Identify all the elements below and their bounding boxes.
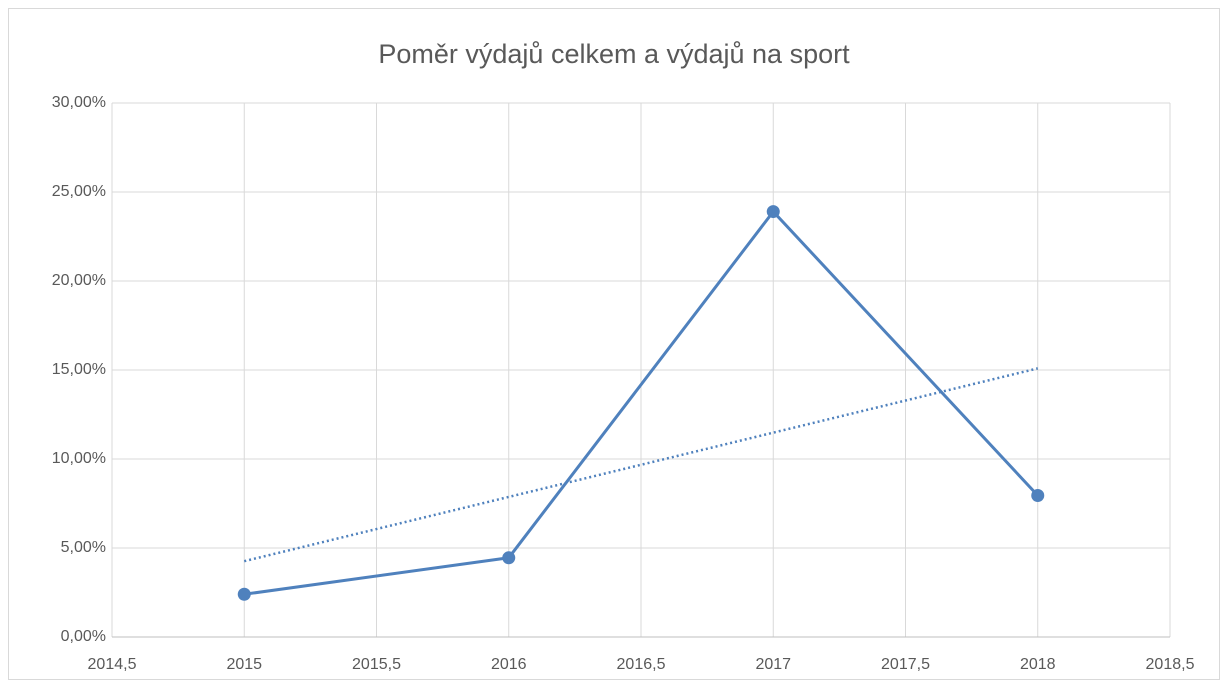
chart-title: Poměr výdajů celkem a výdajů na sport [378, 39, 850, 69]
x-tick-label: 2016,5 [617, 656, 666, 673]
y-tick-label: 30,00% [52, 94, 106, 111]
y-tick-label: 0,00% [61, 628, 106, 645]
chart-border [8, 8, 1220, 680]
trendline [243, 367, 1039, 563]
series-line [244, 209, 1039, 596]
x-tick-label: 2017,5 [881, 656, 930, 673]
y-tick-label: 5,00% [61, 539, 106, 556]
x-tick-label: 2018 [1020, 656, 1056, 673]
y-tick-label: 20,00% [52, 272, 106, 289]
data-point [1031, 488, 1045, 502]
y-tick-label: 25,00% [52, 183, 106, 200]
x-tick-label: 2014,5 [88, 656, 137, 673]
x-tick-label: 2018,5 [1146, 656, 1195, 673]
x-tick-label: 2015,5 [352, 656, 401, 673]
x-tick-label: 2017 [755, 656, 791, 673]
data-point [766, 205, 780, 219]
data-point [237, 587, 251, 601]
data-point [502, 551, 516, 565]
y-tick-label: 15,00% [52, 361, 106, 378]
y-tick-label: 10,00% [52, 450, 106, 467]
x-tick-label: 2016 [491, 656, 527, 673]
x-tick-label: 2015 [226, 656, 262, 673]
